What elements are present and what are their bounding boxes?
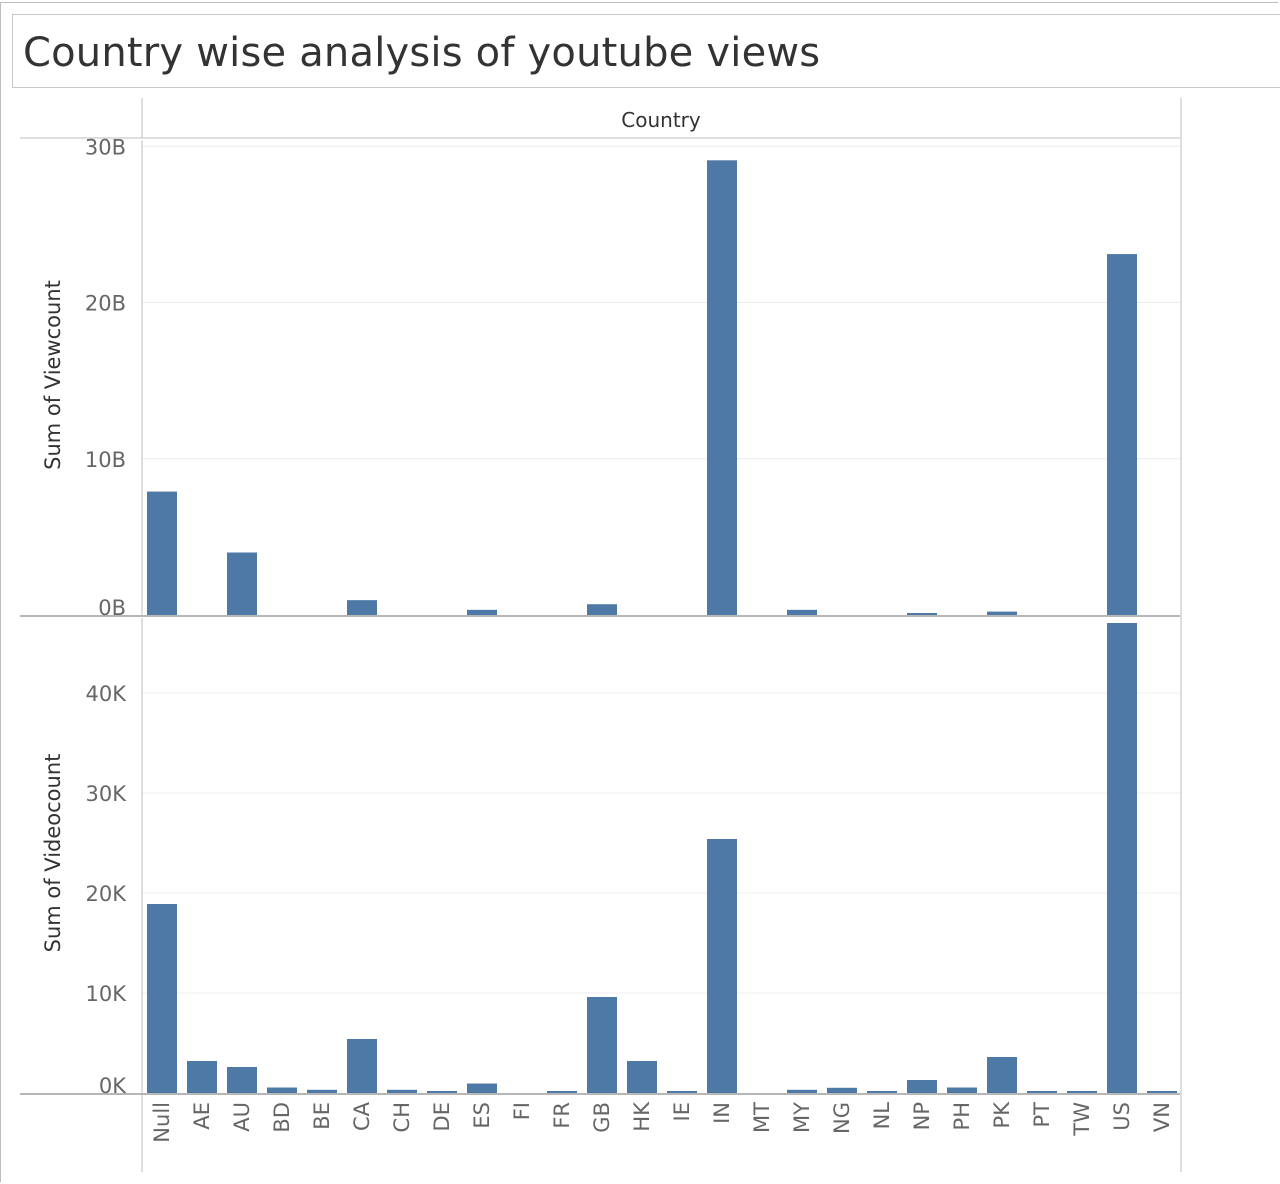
category-label-PT: PT	[1030, 1102, 1054, 1128]
viewcount-bar-US	[1107, 254, 1137, 615]
viewcount-bar-MY	[787, 609, 817, 615]
videocount-bar-NL	[867, 1091, 897, 1093]
category-label-BE: BE	[310, 1102, 334, 1130]
category-label-VN: VN	[1150, 1102, 1174, 1132]
videocount-bar-AU	[227, 1067, 257, 1093]
videocount-bar-Null	[147, 904, 177, 1093]
videocount-bar-PT	[1027, 1091, 1057, 1093]
category-label-MY: MY	[790, 1102, 814, 1133]
category-label-NL: NL	[870, 1102, 894, 1130]
viewcount-tick-label: 10B	[85, 448, 126, 472]
viewcount-bar-GB	[587, 604, 617, 615]
category-label-ES: ES	[470, 1102, 494, 1129]
videocount-bar-CH	[387, 1089, 417, 1093]
category-label-CH: CH	[390, 1102, 414, 1132]
viewcount-bar-ES	[467, 609, 497, 615]
videocount-bar-FR	[547, 1091, 577, 1093]
videocount-tick-label: 10K	[86, 982, 128, 1006]
category-label-IN: IN	[710, 1102, 734, 1124]
category-label-FI: FI	[510, 1102, 534, 1120]
videocount-bar-NP	[907, 1080, 937, 1093]
viewcount-bar-NP	[907, 613, 937, 615]
category-label-IE: IE	[670, 1102, 694, 1121]
videocount-bar-IE	[667, 1091, 697, 1093]
viewcount-axis-label: Sum of Viewcount	[41, 280, 65, 470]
videocount-bar-PK	[987, 1057, 1017, 1093]
category-label-Null: Null	[150, 1102, 174, 1143]
videocount-bar-HK	[627, 1061, 657, 1093]
viewcount-bar-IN	[707, 160, 737, 615]
category-label-US: US	[1110, 1102, 1134, 1131]
category-label-TW: TW	[1070, 1102, 1094, 1137]
videocount-bar-BE	[307, 1089, 337, 1093]
videocount-bar-GB	[587, 997, 617, 1093]
chart-title: Country wise analysis of youtube views	[23, 30, 821, 76]
videocount-bar-US	[1107, 623, 1137, 1093]
category-label-PK: PK	[990, 1101, 1014, 1129]
videocount-tick-label: 20K	[86, 882, 128, 906]
category-label-BD: BD	[270, 1102, 294, 1133]
category-label-AU: AU	[230, 1102, 254, 1132]
videocount-bar-NG	[827, 1087, 857, 1093]
videocount-bar-ES	[467, 1083, 497, 1093]
videocount-bar-IN	[707, 839, 737, 1093]
viewcount-bar-CA	[347, 600, 377, 615]
videocount-axis-label: Sum of Videocount	[41, 754, 65, 953]
videocount-bar-BD	[267, 1087, 297, 1093]
videocount-bar-AE	[187, 1061, 217, 1093]
videocount-tick-label: 30K	[86, 782, 128, 806]
category-label-FR: FR	[550, 1102, 574, 1129]
videocount-bar-VN	[1147, 1091, 1177, 1093]
viewcount-bar-AU	[227, 552, 257, 615]
videocount-bar-PH	[947, 1087, 977, 1093]
column-header: Country	[621, 108, 701, 132]
viewcount-tick-label: 20B	[85, 292, 126, 316]
videocount-tick-label: 40K	[86, 682, 128, 706]
viewcount-tick-label: 30B	[85, 135, 126, 159]
viewcount-bar-Null	[147, 491, 177, 615]
category-label-GB: GB	[590, 1102, 614, 1133]
category-label-MT: MT	[750, 1102, 774, 1133]
category-label-NG: NG	[830, 1102, 854, 1134]
category-label-CA: CA	[350, 1101, 374, 1131]
category-label-PH: PH	[950, 1102, 974, 1130]
category-label-AE: AE	[190, 1102, 214, 1130]
videocount-bar-DE	[427, 1091, 457, 1093]
category-label-DE: DE	[430, 1102, 454, 1131]
category-label-HK: HK	[630, 1101, 654, 1132]
title-box: Country wise analysis of youtube views	[12, 14, 1280, 88]
viewcount-bar-PK	[987, 611, 1017, 615]
category-label-NP: NP	[910, 1102, 934, 1130]
videocount-bar-TW	[1067, 1091, 1097, 1093]
videocount-bar-CA	[347, 1039, 377, 1093]
videocount-bar-MY	[787, 1089, 817, 1093]
